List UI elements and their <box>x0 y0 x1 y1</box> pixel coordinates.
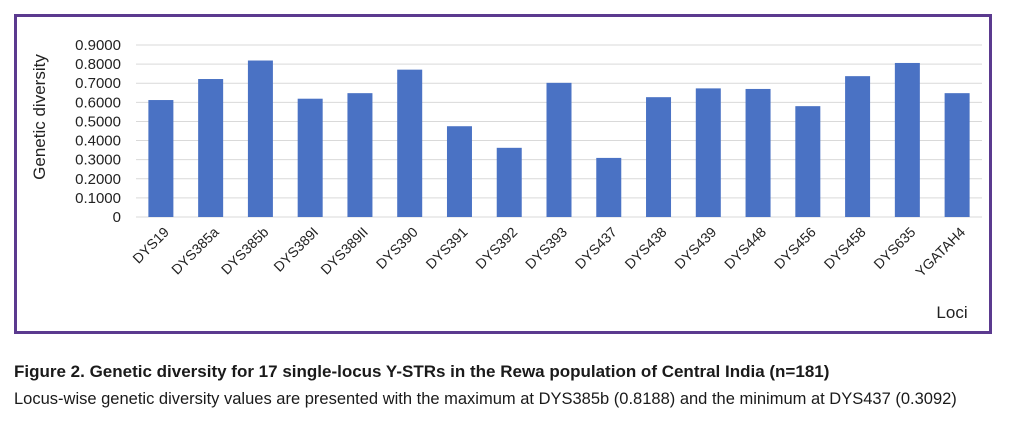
bar-dys19 <box>148 100 174 217</box>
y-tick-label: 0 <box>113 209 121 226</box>
bar-dys439 <box>695 88 721 217</box>
bar-dys438 <box>646 97 672 217</box>
bar-dys385b <box>247 60 273 218</box>
x-tick-label: DYS439 <box>671 224 719 272</box>
figure-caption-body: Locus-wise genetic diversity values are … <box>14 390 957 408</box>
bar-dys635 <box>894 62 920 217</box>
x-tick-label: DYS456 <box>771 224 819 272</box>
x-tick-label: YGATAH4 <box>912 224 968 280</box>
bar-ygatah4 <box>944 93 970 217</box>
y-tick-label: 0.6000 <box>75 94 121 111</box>
y-tick-label: 0.3000 <box>75 152 121 169</box>
bar-dys437 <box>596 157 622 217</box>
bar-dys448 <box>745 88 771 217</box>
x-tick-label: DYS635 <box>870 224 918 272</box>
bar-dys392 <box>496 147 522 217</box>
x-tick-label: DYS393 <box>522 224 570 272</box>
y-tick-label: 0.8000 <box>75 56 121 73</box>
y-tick-label: 0.2000 <box>75 171 121 188</box>
x-tick-label: DYS385b <box>218 224 272 278</box>
y-tick-label: 0.1000 <box>75 190 121 207</box>
bar-dys391 <box>446 126 472 217</box>
x-tick-label: DYS389II <box>317 224 371 278</box>
y-tick-labels: 0 0.1000 0.2000 0.3000 0.4000 0.5000 0.6000 0.7… <box>75 37 121 226</box>
y-axis-title: Genetic diversity <box>30 54 49 180</box>
bar-chart: 0 0.1000 0.2000 0.3000 0.4000 0.5000 0.6000 0.7… <box>30 37 982 322</box>
bar-dys385a <box>198 79 224 217</box>
x-tick-label: DYS438 <box>621 224 669 272</box>
x-axis-title: Loci <box>936 303 967 322</box>
bar-dys456 <box>795 106 821 217</box>
x-tick-label: DYS448 <box>721 224 769 272</box>
x-tick-label: DYS385a <box>168 224 222 278</box>
x-tick-label: DYS392 <box>472 224 520 272</box>
y-tick-label: 0.5000 <box>75 113 121 130</box>
figure-caption-title: Figure 2. Genetic diversity for 17 singl… <box>14 362 830 381</box>
x-tick-label: DYS389I <box>270 224 321 275</box>
bar-dys393 <box>546 82 572 217</box>
bar-dys389i <box>297 98 323 217</box>
x-tick-label: DYS391 <box>422 224 470 272</box>
y-tick-label: 0.4000 <box>75 133 121 150</box>
bars <box>148 60 970 218</box>
x-tick-label: DYS19 <box>129 224 172 267</box>
bar-dys389ii <box>347 93 373 217</box>
y-tick-label: 0.9000 <box>75 37 121 54</box>
bar-dys390 <box>397 69 423 217</box>
y-tick-label: 0.7000 <box>75 75 121 92</box>
x-tick-label: DYS390 <box>373 224 421 272</box>
grid-lines <box>136 44 982 218</box>
x-tick-label: DYS437 <box>572 224 620 272</box>
bar-dys458 <box>845 76 871 217</box>
x-tick-label: DYS458 <box>821 224 869 272</box>
